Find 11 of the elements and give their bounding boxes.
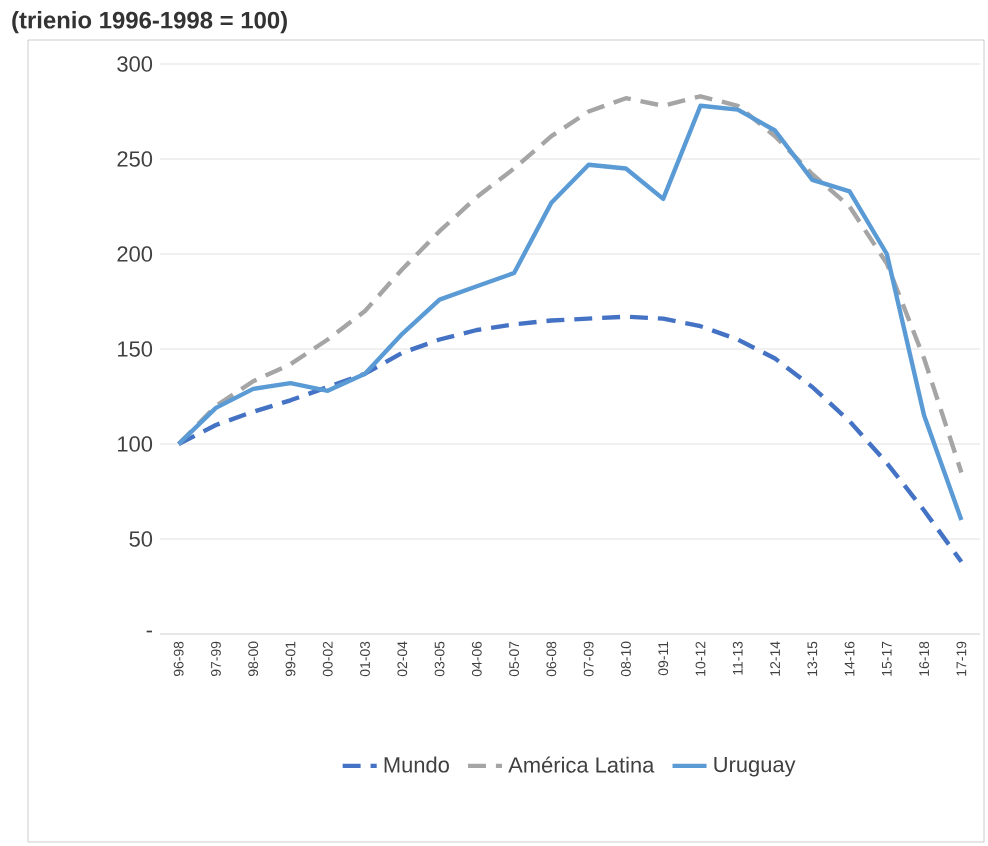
y-tick-label: 250	[117, 151, 153, 167]
y-tick-label: 150	[118, 341, 153, 357]
legend-label: Uruguay	[714, 756, 796, 777]
legend-label: Mundo	[384, 756, 449, 773]
y-tick-label: 100	[118, 436, 153, 452]
y-tick-label: 50	[129, 531, 153, 547]
y-tick-label: -	[146, 630, 152, 633]
y-tick-label: 300	[117, 56, 153, 72]
legend-label: América Latina	[508, 756, 655, 773]
y-tick-label: 200	[117, 246, 153, 262]
chart-title: (trienio 1996-1998 = 100)	[12, 11, 287, 34]
